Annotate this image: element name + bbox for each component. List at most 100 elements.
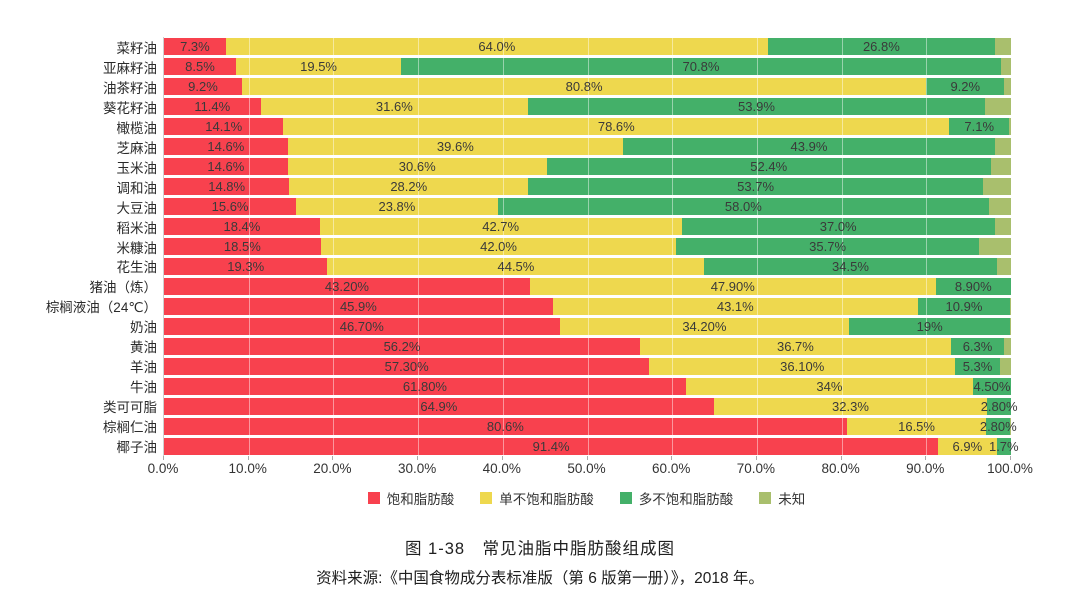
x-tick-mark <box>671 456 673 460</box>
segment-value-label: 53.9% <box>738 99 775 115</box>
segment-多不饱和脂肪酸: 53.7% <box>528 178 984 196</box>
segment-未知 <box>978 238 1011 255</box>
legend-item-多不饱和脂肪酸: 多不饱和脂肪酸 <box>619 488 733 508</box>
category-label: 油茶籽油 <box>103 80 157 96</box>
segment-多不饱和脂肪酸: 6.3% <box>950 337 1005 355</box>
segment-单不饱和脂肪酸: 23.8% <box>296 198 498 216</box>
segment-value-label: 39.6% <box>436 139 474 155</box>
segment-饱和脂肪酸: 43.20% <box>164 277 530 295</box>
x-tick-mark <box>586 456 588 460</box>
category-label: 芝麻油 <box>116 140 158 156</box>
segment-未知 <box>1010 297 1011 315</box>
segment-饱和脂肪酸: 15.6% <box>164 198 297 216</box>
segment-单不饱和脂肪酸: 32.3% <box>713 397 988 415</box>
segment-单不饱和脂肪酸: 39.6% <box>287 138 624 156</box>
legend-swatch-icon <box>480 492 493 504</box>
x-tick-label: 30.0% <box>397 461 437 476</box>
segment-value-label: 42.7% <box>482 219 520 235</box>
segment-饱和脂肪酸: 91.4% <box>164 437 939 455</box>
stacked-bar: 64.9% 32.3% 2.80% <box>164 397 1018 415</box>
segment-多不饱和脂肪酸: 1.7% <box>989 437 1019 455</box>
segment-饱和脂肪酸: 45.9% <box>164 297 553 315</box>
segment-value-label: 7.3% <box>180 39 210 55</box>
segment-多不饱和脂肪酸: 4.50% <box>972 377 1011 395</box>
segment-单不饱和脂肪酸: 80.8% <box>241 78 927 96</box>
category-label: 猪油（炼） <box>89 280 158 296</box>
segment-未知 <box>999 357 1011 375</box>
segment-未知 <box>984 98 1011 116</box>
segment-多不饱和脂肪酸: 70.8% <box>401 58 1001 76</box>
segment-value-label: 78.6% <box>597 119 635 135</box>
stacked-bar: 9.2% 80.8% 9.2% <box>164 78 1011 96</box>
stacked-bar: 57.30% 36.10% 5.3% <box>164 357 1011 375</box>
legend-item-未知: 未知 <box>759 488 805 508</box>
table-row: 油茶籽油 9.2% 80.8% 9.2% <box>103 77 1011 97</box>
segment-饱和脂肪酸: 9.2% <box>164 78 242 96</box>
segment-饱和脂肪酸: 11.4% <box>164 98 261 116</box>
segment-value-label: 30.6% <box>398 159 436 175</box>
stacked-bar: 18.4% 42.7% 37.0% <box>164 218 1011 236</box>
legend-swatch-icon <box>759 492 772 504</box>
segment-饱和脂肪酸: 19.3% <box>164 257 328 275</box>
table-row: 菜籽油 7.3% 64.0% 26.8% <box>117 37 1011 57</box>
x-tick-label: 70.0% <box>736 461 776 476</box>
stacked-bar: 19.3% 44.5% 34.5% <box>164 257 1011 275</box>
x-tick-label: 80.0% <box>821 461 860 476</box>
x-tick-mark <box>417 456 419 460</box>
segment-value-label: 4.50% <box>973 378 1011 394</box>
segment-饱和脂肪酸: 61.80% <box>164 377 686 395</box>
segment-value-label: 8.90% <box>954 278 992 294</box>
category-label: 米糠油 <box>116 240 158 256</box>
segment-多不饱和脂肪酸: 53.9% <box>528 98 985 116</box>
segment-未知 <box>1010 317 1011 335</box>
legend-item-单不饱和脂肪酸: 单不饱和脂肪酸 <box>480 488 594 508</box>
table-row: 牛油 61.80% 34% 4.50% <box>130 376 1011 396</box>
segment-value-label: 8.5% <box>185 59 215 75</box>
table-row: 亚麻籽油 8.5% 19.5% 70.8% <box>103 57 1011 77</box>
segment-饱和脂肪酸: 18.5% <box>164 238 321 255</box>
legend-label: 饱和脂肪酸 <box>386 492 455 507</box>
x-tick-mark <box>925 456 927 460</box>
segment-饱和脂肪酸: 7.3% <box>164 38 226 56</box>
stacked-bar: 14.6% 30.6% 52.4% <box>164 158 1011 176</box>
segment-未知 <box>996 257 1011 275</box>
segment-饱和脂肪酸: 14.6% <box>164 158 288 176</box>
segment-饱和脂肪酸: 56.2% <box>164 337 640 355</box>
segment-未知 <box>1009 118 1011 136</box>
segment-value-label: 14.6% <box>207 139 245 155</box>
segment-value-label: 11.4% <box>194 99 231 115</box>
table-row: 米糠油 18.5% 42.0% 35.7% <box>117 237 1011 257</box>
segment-value-label: 19.5% <box>300 59 337 75</box>
x-tick-mark <box>163 456 164 460</box>
segment-value-label: 53.7% <box>737 179 775 195</box>
x-tick-label: 60.0% <box>652 461 691 476</box>
category-label: 椰子油 <box>116 440 158 456</box>
gridline-100pct <box>1011 37 1012 456</box>
stacked-bar: 61.80% 34% 4.50% <box>164 377 1011 395</box>
category-label: 花生油 <box>116 260 158 276</box>
segment-未知 <box>994 38 1011 56</box>
segment-饱和脂肪酸: 14.6% <box>164 138 288 156</box>
x-tick-mark <box>755 456 757 460</box>
stacked-bar: 8.5% 19.5% 70.8% <box>164 58 1011 76</box>
segment-value-label: 6.3% <box>962 338 993 354</box>
table-row: 花生油 19.3% 44.5% 34.5% <box>117 256 1011 276</box>
category-label: 亚麻籽油 <box>103 60 157 76</box>
segment-未知 <box>1004 78 1011 96</box>
segment-多不饱和脂肪酸: 9.2% <box>926 78 1005 96</box>
segment-多不饱和脂肪酸: 2.80% <box>980 417 1017 435</box>
stacked-bar: 14.1% 78.6% 7.1% <box>164 118 1011 136</box>
segment-value-label: 32.3% <box>832 398 869 414</box>
segment-单不饱和脂肪酸: 42.0% <box>320 238 677 255</box>
category-label: 黄油 <box>130 340 157 356</box>
segment-单不饱和脂肪酸: 47.90% <box>529 277 936 295</box>
category-label: 玉米油 <box>116 160 158 176</box>
stacked-bar: 18.5% 42.0% 35.7% <box>164 238 1011 255</box>
segment-value-label: 34% <box>816 378 843 394</box>
x-tick-label: 0.0% <box>147 461 179 476</box>
segment-value-label: 64.0% <box>478 39 516 55</box>
segment-多不饱和脂肪酸: 2.80% <box>981 397 1018 415</box>
table-row: 葵花籽油 11.4% 31.6% 53.9% <box>103 97 1011 117</box>
table-row: 猪油（炼） 43.20% 47.90% 8.90% <box>90 276 1011 296</box>
segment-value-label: 35.7% <box>809 239 847 254</box>
